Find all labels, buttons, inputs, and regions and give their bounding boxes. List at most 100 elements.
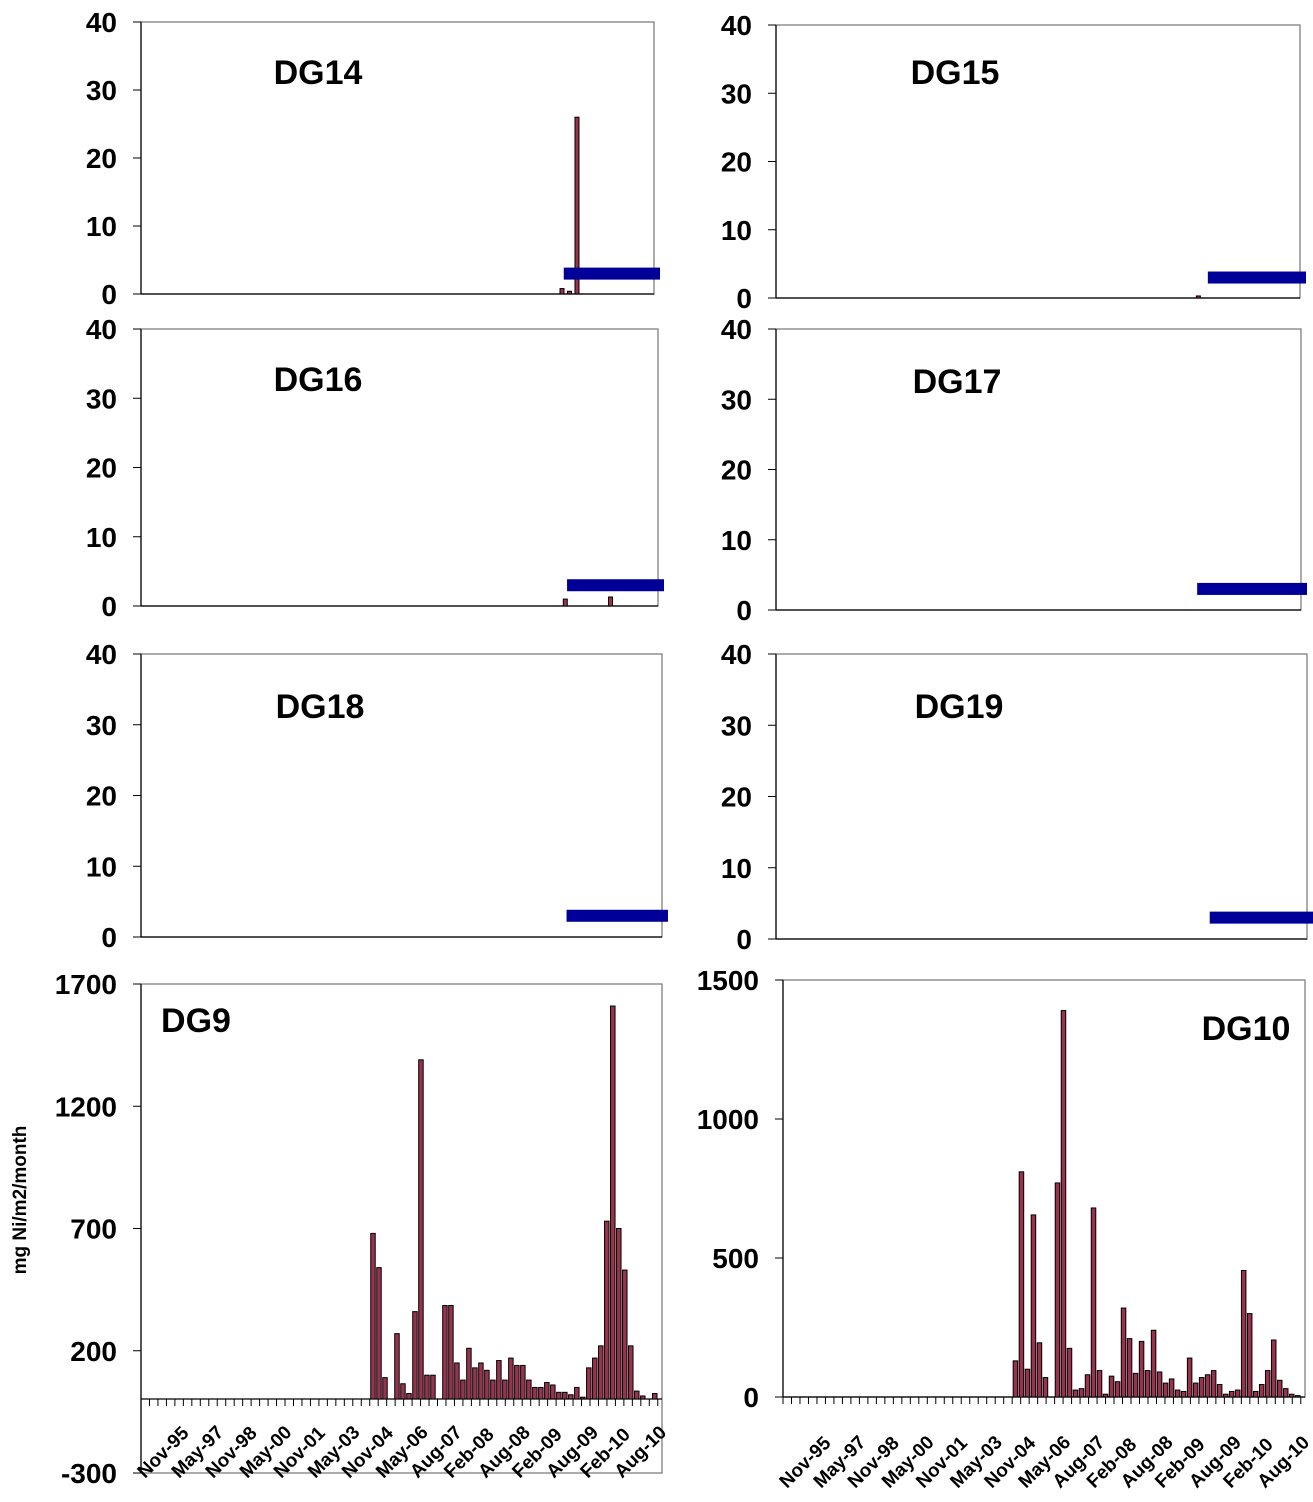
y-tick-label: 30	[86, 75, 117, 106]
y-tick-label: 1500	[697, 965, 759, 996]
data-bar	[382, 1377, 388, 1400]
panel-title: DG17	[913, 363, 1002, 401]
data-bar	[652, 1393, 658, 1400]
data-bar	[1222, 1393, 1229, 1398]
data-bar	[1114, 1381, 1121, 1398]
data-bar	[496, 1360, 502, 1400]
data-bar	[1060, 1010, 1067, 1398]
data-bar	[1018, 1171, 1025, 1398]
data-bar	[1138, 1340, 1145, 1398]
data-bar	[1072, 1389, 1079, 1398]
y-tick-label: 30	[721, 710, 752, 741]
y-tick-label: 40	[721, 639, 752, 670]
data-bar	[490, 1379, 496, 1400]
data-bar	[1144, 1370, 1151, 1398]
y-tick-label: 0	[736, 283, 752, 314]
data-bar	[1162, 1382, 1169, 1398]
data-bar	[1168, 1378, 1175, 1398]
limit-band	[1209, 911, 1313, 924]
data-bar	[1210, 1370, 1217, 1398]
data-bar	[1036, 1342, 1043, 1398]
data-bar	[1054, 1182, 1061, 1398]
y-tick-label: 30	[86, 710, 117, 741]
y-tick-label: 10	[721, 525, 752, 556]
data-bar	[1132, 1372, 1139, 1398]
plot-frame	[140, 653, 663, 938]
data-bar	[532, 1386, 538, 1400]
data-bar	[484, 1369, 490, 1400]
data-bar	[1195, 295, 1201, 299]
data-bar	[370, 1232, 376, 1400]
y-tick-label: 30	[721, 78, 752, 109]
y-tick-label: 0	[101, 591, 117, 622]
data-bar	[1240, 1270, 1247, 1398]
y-tick-label: 10	[721, 853, 752, 884]
chart-panel-dg9: -30020070012001700DG9Nov-95May-97Nov-98M…	[10, 969, 671, 1489]
data-bar	[400, 1383, 406, 1400]
data-bar	[556, 1391, 562, 1400]
data-bar	[592, 1357, 598, 1400]
data-bar	[514, 1364, 520, 1400]
data-bar	[566, 290, 572, 295]
data-bar	[634, 1390, 640, 1400]
y-tick-label: 1000	[697, 1104, 759, 1135]
data-bar	[460, 1379, 466, 1400]
data-bar	[1024, 1368, 1031, 1398]
data-bar	[466, 1347, 472, 1400]
data-bar	[424, 1374, 430, 1400]
data-bar	[1288, 1393, 1295, 1398]
data-bar	[1120, 1307, 1127, 1398]
y-tick-label: 0	[101, 279, 117, 310]
data-bar	[1042, 1377, 1049, 1398]
data-bar	[406, 1393, 412, 1400]
y-tick-label: 0	[736, 595, 752, 626]
data-bar	[1012, 1360, 1019, 1398]
y-tick-label: 40	[721, 10, 752, 41]
data-bar	[454, 1362, 460, 1400]
data-bar	[568, 1394, 574, 1400]
data-bar	[550, 1384, 556, 1400]
data-bar	[1180, 1390, 1187, 1398]
y-tick-label: 0	[101, 922, 117, 953]
panel-title: DG15	[911, 54, 1000, 92]
data-bar	[562, 1391, 568, 1400]
data-bar	[580, 1396, 586, 1400]
data-bar	[1228, 1390, 1235, 1398]
limit-band	[1207, 271, 1306, 284]
data-bar	[574, 1386, 580, 1400]
data-bar	[526, 1379, 532, 1400]
data-bar	[448, 1305, 454, 1400]
limit-band	[1197, 582, 1307, 595]
panel-title: DG19	[915, 688, 1004, 726]
chart-panel-dg15: 0 10 20 30 40 DG15	[721, 10, 1306, 314]
y-tick-label: 1700	[55, 969, 117, 1000]
data-bar	[430, 1374, 436, 1400]
data-bar	[562, 598, 568, 607]
data-bar	[1108, 1375, 1115, 1398]
y-tick-label: 40	[86, 314, 117, 345]
data-bar	[1174, 1389, 1181, 1398]
y-tick-label: 20	[86, 143, 117, 174]
data-bar	[1192, 1382, 1199, 1398]
y-tick-label: 20	[86, 781, 117, 812]
panel-title: DG14	[274, 54, 363, 92]
data-bar	[598, 1345, 604, 1400]
y-tick-label: 500	[712, 1243, 759, 1274]
plot-frame	[140, 328, 659, 607]
data-bar	[1186, 1357, 1193, 1398]
data-bar	[610, 1005, 616, 1400]
data-bar	[1276, 1379, 1283, 1398]
data-bar	[608, 596, 614, 607]
y-tick-label: 10	[86, 522, 117, 553]
panel-title: DG16	[274, 361, 363, 399]
data-bar	[1258, 1383, 1265, 1398]
data-bar	[1096, 1370, 1103, 1398]
plot-frame	[775, 328, 1302, 611]
y-tick-label: 1200	[55, 1091, 117, 1122]
data-bar	[442, 1305, 448, 1400]
data-bar	[1270, 1339, 1277, 1398]
y-tick-label: 20	[721, 455, 752, 486]
y-tick-label: 700	[70, 1214, 117, 1245]
panel-title: DG9	[161, 1002, 231, 1040]
